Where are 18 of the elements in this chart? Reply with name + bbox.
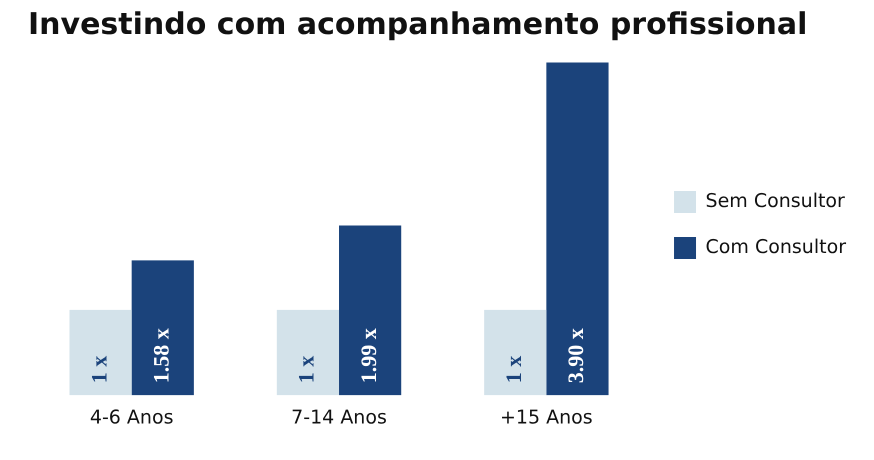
data-label: 1 x <box>294 356 319 384</box>
x-tick-label: 4-6 Anos <box>90 406 174 429</box>
x-tick-label: +15 Anos <box>500 406 593 429</box>
bar <box>546 62 609 396</box>
data-label: 1.58 x <box>148 328 174 384</box>
legend-label: Com Consultor <box>706 236 846 258</box>
data-label: 3.90 x <box>563 328 588 384</box>
bar <box>484 310 546 396</box>
data-label: 1 x <box>500 356 526 384</box>
x-tick-label: 7-14 Anos <box>291 406 387 429</box>
bar <box>69 310 132 396</box>
data-label: 1 x <box>86 356 112 384</box>
bar <box>132 260 194 396</box>
bar <box>339 225 402 396</box>
data-label: 1.99 x <box>356 328 381 384</box>
bar <box>276 310 340 396</box>
chart-title: Investindo com acompanhamento profissional <box>28 6 808 42</box>
legend-label: Sem Consultor <box>706 190 846 212</box>
